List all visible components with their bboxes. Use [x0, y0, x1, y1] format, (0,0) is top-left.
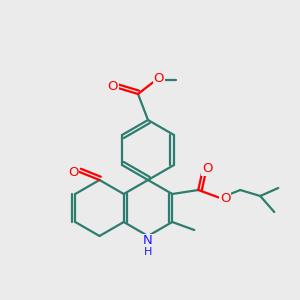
Text: O: O: [154, 71, 164, 85]
Text: O: O: [68, 166, 79, 178]
Text: H: H: [144, 247, 152, 257]
Text: O: O: [108, 80, 118, 94]
Text: O: O: [202, 163, 212, 176]
Text: O: O: [220, 193, 230, 206]
Text: N: N: [143, 235, 153, 248]
